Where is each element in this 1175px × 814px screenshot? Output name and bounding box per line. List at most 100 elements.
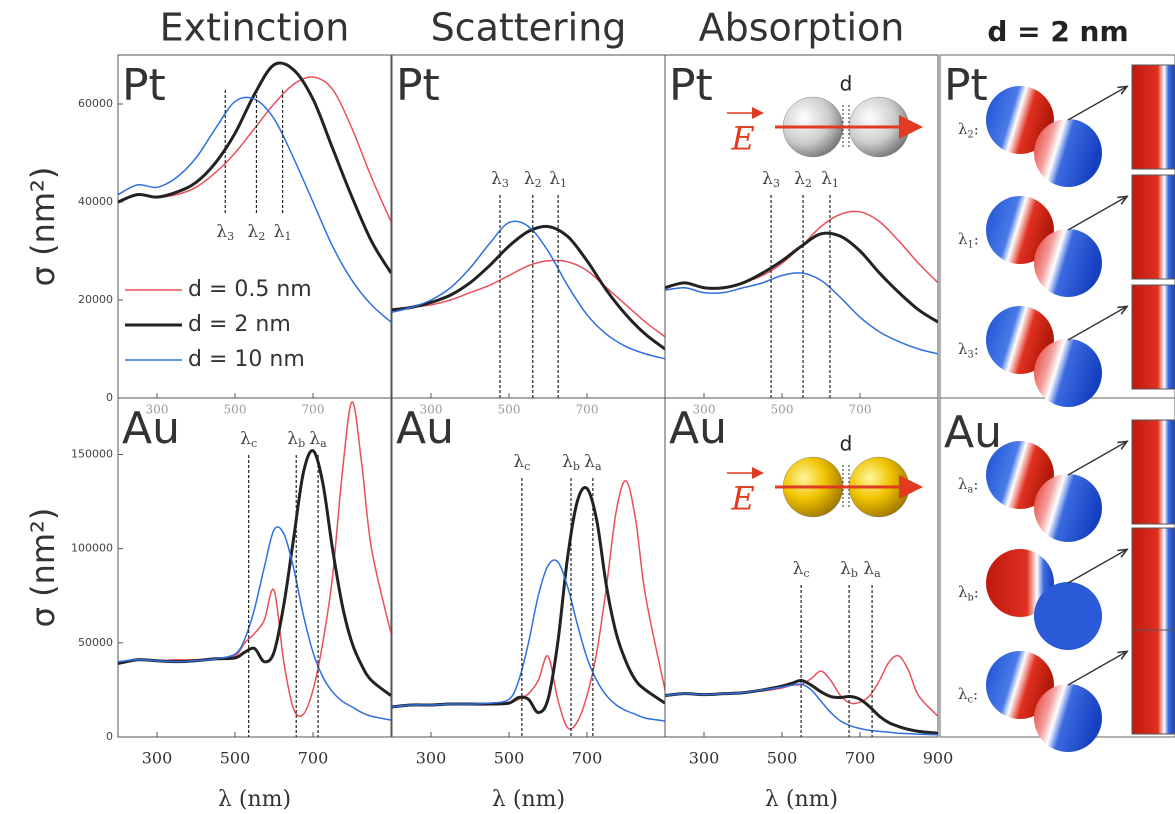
lambda-marker-label: λ3 — [762, 169, 780, 191]
legend-label: d = 2 nm — [188, 312, 291, 337]
lambda-marker-label: λ2 — [248, 222, 266, 244]
lambda-marker-label: λ2 — [524, 169, 542, 191]
field-map-row-label: λb: — [958, 583, 979, 603]
series-line — [392, 259, 665, 338]
series-line — [118, 449, 391, 697]
lambda: λ — [524, 169, 535, 189]
y-tick-label: 50000 — [78, 636, 113, 649]
field-symbol: E — [730, 480, 754, 518]
lambda: λ — [309, 429, 320, 449]
field-sphere — [1034, 119, 1102, 187]
zoom-box — [1131, 527, 1175, 633]
lambda-marker-label: λa — [309, 429, 327, 451]
lambda: λ — [958, 475, 968, 493]
series-line — [392, 220, 665, 360]
x-tick-label: 700 — [298, 749, 329, 768]
field-sphere — [986, 196, 1054, 264]
suffix: : — [973, 476, 978, 494]
series-line — [392, 486, 665, 715]
subscript: 3 — [502, 177, 509, 190]
x-tick-label: 900 — [923, 749, 954, 768]
x-tick-label: 300 — [693, 403, 716, 417]
x-tick-label: 500 — [220, 749, 251, 768]
panel-label: Pt — [669, 60, 713, 111]
x-tick-label: 300 — [142, 749, 173, 768]
subscript: 2 — [258, 230, 265, 243]
subscript: a — [320, 437, 327, 450]
series-line — [118, 61, 391, 274]
field-sphere — [986, 549, 1054, 617]
x-tick-label: 700 — [576, 403, 599, 417]
field-sphere — [1034, 339, 1102, 407]
x-tick-label: 700 — [572, 749, 603, 768]
x-tick-label: 500 — [224, 403, 247, 417]
lambda: λ — [274, 222, 285, 242]
lambda-marker-label: λ1 — [821, 169, 839, 191]
lambda: λ — [794, 169, 805, 189]
x-tick-label: 500 — [771, 403, 794, 417]
field-sphere — [1034, 684, 1102, 752]
lambda-marker-label: λc — [240, 429, 257, 451]
lambda: λ — [840, 559, 851, 579]
y-axis-label: σ (nm²) — [24, 167, 62, 287]
subscript: 1 — [832, 177, 839, 190]
zoom-arrow — [1067, 652, 1126, 686]
lambda: λ — [762, 169, 773, 189]
subscript: a — [968, 484, 974, 495]
lambda-marker-label: λb — [840, 559, 858, 581]
subscript: b — [573, 460, 580, 473]
panel-label: Au — [669, 403, 727, 454]
series-line — [118, 96, 391, 323]
field-map-title: d = 2 nm — [987, 15, 1128, 48]
lambda: λ — [958, 230, 968, 248]
field-symbol: E — [730, 120, 754, 158]
y-tick-label: 20000 — [78, 293, 113, 306]
column-title: Extinction — [160, 6, 350, 50]
lambda-marker-label: λb — [562, 452, 580, 474]
field-sphere — [986, 441, 1054, 509]
lambda-marker-label: λa — [584, 452, 602, 474]
zoom-arrow — [1067, 197, 1126, 231]
legend-label: d = 10 nm — [188, 347, 305, 372]
lambda-marker-label: λ1 — [274, 222, 292, 244]
series-line — [392, 559, 665, 722]
subscript: 2 — [535, 177, 542, 190]
panel-label: Pt — [396, 60, 440, 111]
panel-label: Au — [122, 403, 180, 454]
column-title: Scattering — [431, 6, 627, 50]
field-sphere — [1034, 474, 1102, 542]
series-line — [392, 480, 665, 730]
series-line — [665, 272, 938, 355]
field-sphere — [986, 86, 1054, 154]
x-tick-label: 500 — [498, 403, 521, 417]
suffix: : — [974, 121, 979, 139]
subscript: 1 — [560, 177, 567, 190]
subscript: 3 — [968, 349, 974, 360]
x-tick-label: 500 — [494, 749, 525, 768]
lambda: λ — [549, 169, 560, 189]
subscript: b — [851, 567, 858, 580]
field-map-row-label: λa: — [958, 475, 978, 495]
field-map-row-label: λc: — [958, 685, 978, 705]
x-tick-label: 500 — [767, 749, 798, 768]
zoom-box — [1131, 629, 1175, 735]
zoom-box — [1131, 284, 1175, 390]
lambda: λ — [584, 452, 595, 472]
suffix: : — [973, 686, 978, 704]
x-tick-label: 300 — [146, 403, 169, 417]
lambda: λ — [958, 340, 968, 358]
zoom-box — [1131, 64, 1175, 170]
subscript: a — [595, 460, 602, 473]
subscript: c — [968, 694, 974, 705]
lambda-marker-label: λb — [287, 429, 305, 451]
lambda-marker-label: λ2 — [794, 169, 812, 191]
zoom-arrow — [1067, 87, 1126, 121]
field-map-row-label: λ3: — [958, 340, 979, 360]
subscript: b — [298, 437, 305, 450]
x-tick-label: 300 — [420, 403, 443, 417]
zoom-box — [1131, 419, 1175, 525]
panel-label: Pt — [122, 60, 166, 111]
y-tick-label: 0 — [106, 391, 113, 404]
lambda-marker-label: λc — [513, 452, 530, 474]
